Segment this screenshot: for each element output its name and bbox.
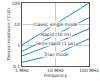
svg-text:Classic single mode: Classic single mode [33,22,78,27]
svg-text:1: 1 [17,43,20,48]
svg-text:Thermal resistance (°C/W): Thermal resistance (°C/W) [6,8,11,62]
svg-text:100 MHz: 100 MHz [79,68,99,73]
svg-text:1 MHz: 1 MHz [15,68,30,73]
svg-text:0.1: 0.1 [13,64,20,69]
svg-text:Rapid (10 ns): Rapid (10 ns) [41,32,71,37]
svg-text:100: 100 [12,1,21,6]
svg-text:10 MHz: 10 MHz [47,68,64,73]
svg-text:10: 10 [14,22,20,27]
svg-text:Frequency: Frequency [44,73,68,78]
svg-text:Semi-rapid (1 µs): Semi-rapid (1 µs) [36,41,75,46]
svg-text:Triac mode: Triac mode [43,52,69,57]
